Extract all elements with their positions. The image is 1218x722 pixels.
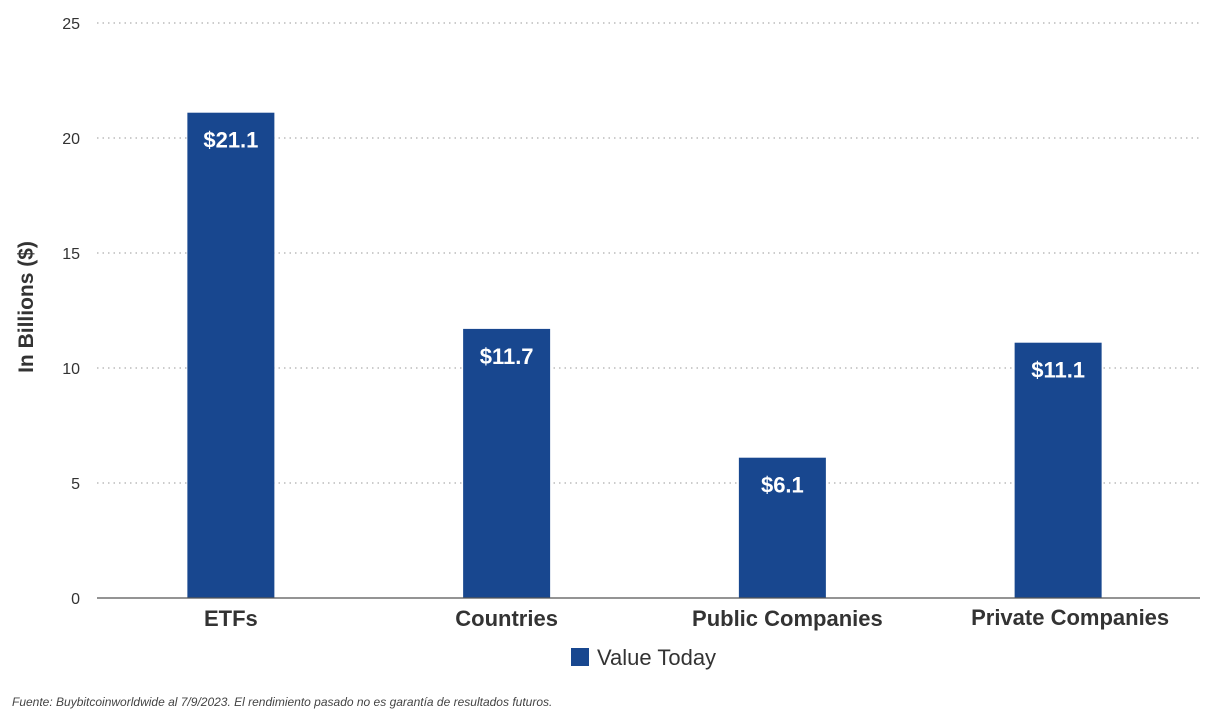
bars: $21.1 $11.7 $6.1 $11.1 xyxy=(187,112,1102,598)
bar xyxy=(187,112,275,598)
y-tick-label: 15 xyxy=(62,246,80,263)
bar xyxy=(738,457,826,598)
bar xyxy=(1014,342,1102,598)
legend: Value Today xyxy=(571,645,716,670)
bar-data-label: $6.1 xyxy=(761,473,804,498)
y-tick-label: 25 xyxy=(62,16,80,33)
x-category-label: ETFs xyxy=(204,606,258,631)
y-tick-label: 20 xyxy=(62,131,80,148)
x-category-label: Public Companies xyxy=(692,606,883,631)
x-category-label: Private Companies xyxy=(971,605,1169,630)
x-axis-categories: ETFs Countries Public Companies Private Com… xyxy=(204,605,1169,631)
y-tick-label: 0 xyxy=(71,591,80,608)
source-note: Fuente: Buybitcoinworldwide al 7/9/2023.… xyxy=(12,695,553,709)
bar-data-label: $21.1 xyxy=(203,128,258,153)
y-tick-label: 10 xyxy=(62,361,80,378)
y-axis-label: In Billions ($) xyxy=(15,241,38,373)
y-axis-ticks: 0 5 10 15 20 25 xyxy=(62,16,80,608)
bar-data-label: $11.7 xyxy=(480,344,534,369)
y-tick-label: 5 xyxy=(71,476,80,493)
x-category-label: Countries xyxy=(455,606,558,631)
legend-label: Value Today xyxy=(597,645,716,670)
bar-data-label: $11.1 xyxy=(1031,358,1085,383)
legend-swatch xyxy=(571,648,589,666)
chart-canvas: 0 5 10 15 20 25 In Billions ($) $21.1 $11.7 $6.… xyxy=(15,16,1200,670)
bar xyxy=(463,328,551,598)
